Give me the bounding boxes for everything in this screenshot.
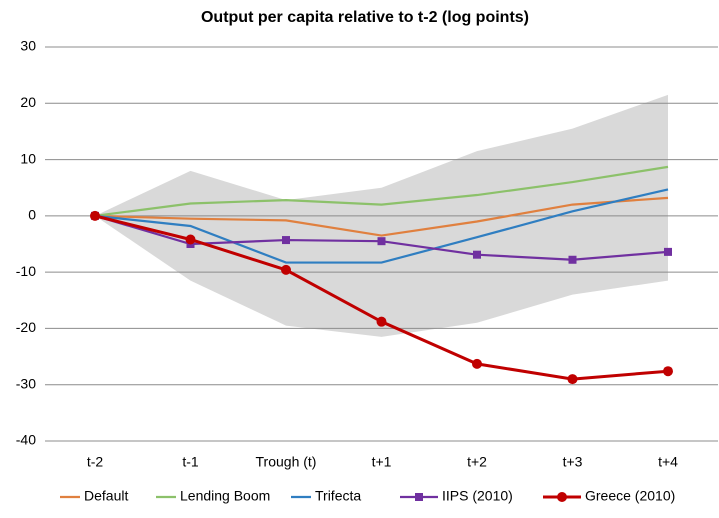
point-marker	[663, 366, 673, 377]
legend-label: Default	[84, 488, 128, 504]
point-marker	[473, 250, 481, 259]
y-tick-label: 30	[20, 38, 36, 54]
y-tick-label: -20	[16, 319, 36, 335]
y-tick-label: -40	[16, 432, 36, 448]
series-line	[94, 196, 669, 237]
series-line	[94, 165, 669, 217]
point-marker	[281, 264, 291, 275]
legend-label: IIPS (2010)	[442, 488, 513, 504]
x-tick-label: t+1	[372, 454, 392, 470]
legend-marker	[415, 493, 423, 501]
point-marker	[185, 234, 196, 245]
x-tick-label: Trough (t)	[256, 454, 317, 470]
series-line	[94, 188, 669, 264]
chart-title: Output per capita relative to t-2 (log p…	[201, 9, 529, 26]
x-tick-label: t+4	[658, 454, 678, 470]
y-tick-label: -30	[16, 375, 36, 391]
legend-label: Trifecta	[315, 488, 361, 504]
y-tick-label: -10	[16, 263, 36, 279]
point-marker	[90, 210, 100, 221]
legend-marker	[557, 492, 567, 502]
point-marker	[377, 237, 386, 246]
legend-label: Greece (2010)	[585, 488, 675, 504]
point-marker	[472, 358, 482, 369]
x-tick-label: t+3	[563, 454, 583, 470]
x-tick-label: t+2	[467, 454, 487, 470]
x-tick-label: t-1	[182, 454, 199, 470]
point-marker	[568, 255, 577, 264]
legend-label: Lending Boom	[180, 488, 270, 504]
point-marker	[376, 316, 387, 327]
x-tick-label: t-2	[87, 454, 104, 470]
point-marker	[567, 374, 578, 385]
point-marker	[664, 247, 672, 256]
point-marker	[282, 236, 290, 245]
y-tick-label: 0	[28, 207, 36, 223]
y-tick-label: 20	[20, 94, 36, 110]
y-tick-label: 10	[20, 150, 36, 166]
